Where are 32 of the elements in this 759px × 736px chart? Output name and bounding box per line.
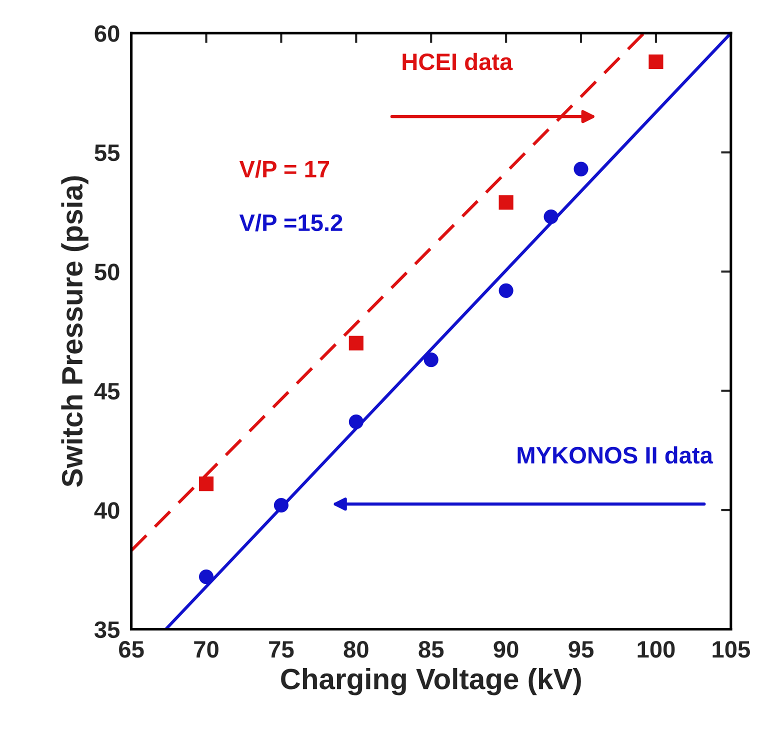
- annotation: HCEI data: [402, 52, 513, 70]
- point: [274, 498, 288, 513]
- point: [198, 476, 214, 492]
- point: [498, 283, 514, 298]
- x-tick-label: 100: [638, 641, 675, 658]
- x-axis-title: Charging Voltage (kV): [281, 668, 581, 696]
- point: [498, 195, 514, 210]
- x-tick-label: 75: [269, 641, 294, 658]
- y-tick-label: 40: [94, 502, 120, 519]
- point: [348, 414, 364, 430]
- point: [424, 352, 438, 368]
- y-tick-label: 50: [94, 264, 120, 280]
- x-tick-label: 80: [344, 641, 368, 658]
- point: [574, 162, 588, 176]
- x-tick-label: 90: [494, 641, 518, 658]
- annotation: MYKONOS II data: [518, 446, 714, 464]
- point: [198, 570, 214, 584]
- y-tick-label: 45: [94, 383, 120, 400]
- y-tick-label: 55: [94, 144, 120, 162]
- annotation: V/P = 17: [239, 160, 330, 178]
- y-tick-label: 60: [94, 25, 120, 42]
- y-axis-title: Switch Pressure (psia): [61, 176, 88, 487]
- point: [648, 54, 664, 70]
- point: [348, 336, 364, 350]
- y-tick-label: 35: [94, 621, 120, 638]
- x-tick-label: 70: [194, 641, 218, 658]
- x-tick-label: 65: [119, 641, 144, 658]
- x-tick-label: 85: [418, 641, 444, 658]
- x-tick-label: 95: [568, 641, 594, 658]
- x-tick-label: 105: [712, 641, 750, 658]
- annotation: V/P =15.2: [239, 214, 342, 232]
- point: [544, 209, 558, 224]
